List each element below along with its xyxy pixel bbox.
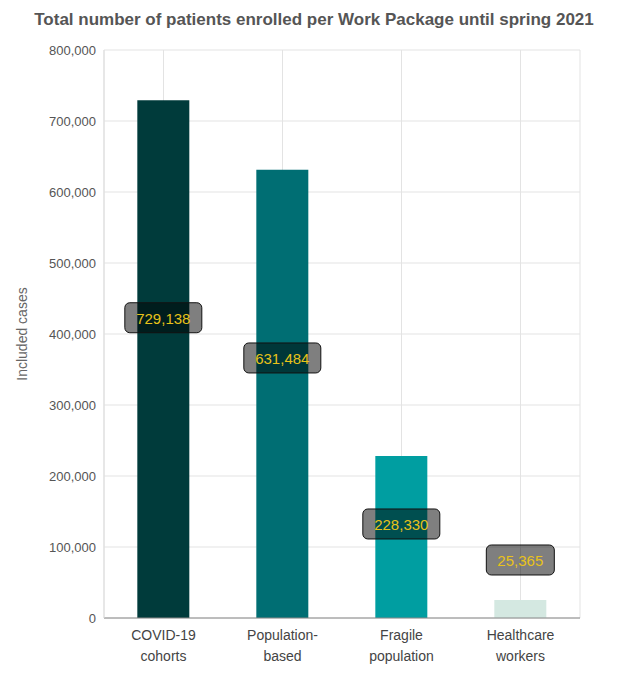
- svg-text:population: population: [369, 648, 434, 664]
- html-text:Total number of patients enrol: Total number of patients enrolled per Wo…: [34, 10, 594, 29]
- svg-text:25,365: 25,365: [497, 552, 543, 569]
- svg-text:300,000: 300,000: [49, 398, 96, 413]
- svg-text:600,000: 600,000: [49, 185, 96, 200]
- svg-text:200,000: 200,000: [49, 469, 96, 484]
- svg-text:0: 0: [89, 611, 96, 626]
- svg-text:Fragile: Fragile: [380, 627, 423, 643]
- svg-text:500,000: 500,000: [49, 256, 96, 271]
- svg-text:workers: workers: [495, 648, 545, 664]
- svg-text:100,000: 100,000: [49, 540, 96, 555]
- svg-text:Population-: Population-: [247, 627, 318, 643]
- svg-text:Included cases: Included cases: [14, 287, 30, 380]
- svg-text:cohorts: cohorts: [141, 648, 187, 664]
- svg-text:COVID-19: COVID-19: [131, 627, 196, 643]
- svg-text:Healthcare: Healthcare: [487, 627, 555, 643]
- svg-text:700,000: 700,000: [49, 114, 96, 129]
- svg-text:228,330: 228,330: [374, 516, 428, 533]
- svg-text:based: based: [263, 648, 301, 664]
- svg-text:800,000: 800,000: [49, 43, 96, 58]
- svg-text:400,000: 400,000: [49, 327, 96, 342]
- svg-text:631,484: 631,484: [255, 350, 309, 367]
- svg-text:729,138: 729,138: [136, 310, 190, 327]
